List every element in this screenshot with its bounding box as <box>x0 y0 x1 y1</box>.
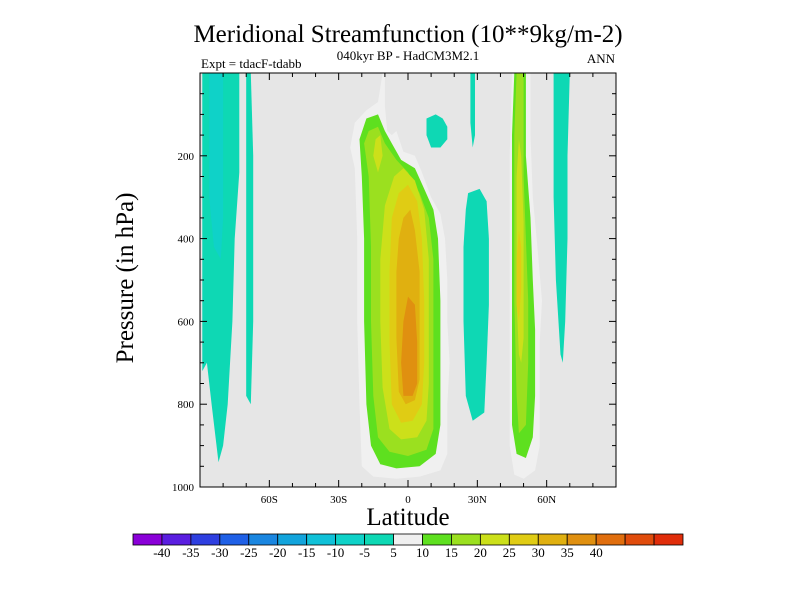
colorbar-swatch <box>219 533 250 546</box>
colorbar-swatch <box>335 533 365 546</box>
colorbar-swatch <box>422 533 452 546</box>
colorbar-swatch <box>566 533 597 546</box>
contour-region-nh-high-lat-neg <box>553 73 570 363</box>
colorbar-swatch <box>132 533 163 546</box>
contour-region-small-blob-upper <box>426 114 448 148</box>
colorbar-swatch <box>364 533 394 546</box>
contour-region-tropical-cell-35 <box>401 296 418 396</box>
x-tick-label: 0 <box>405 494 411 506</box>
colorbar-label: 40 <box>590 545 603 560</box>
x-tick-label: 30N <box>468 494 487 506</box>
colorbar-label: -10 <box>327 545 344 560</box>
colorbar-label: 35 <box>561 545 574 560</box>
colorbar-label: -5 <box>359 545 370 560</box>
colorbar-swatch <box>451 533 481 546</box>
chart-title: Meridional Streamfunction (10**9kg/m-2) <box>193 21 622 48</box>
contour-region-sh-high-lat-cell-core <box>209 73 224 260</box>
colorbar-swatch <box>479 533 510 546</box>
colorbar-label: 5 <box>390 545 397 560</box>
x-tick-label: 30S <box>330 494 347 506</box>
colorbar-swatch <box>508 533 539 546</box>
colorbar-label: -15 <box>298 545 315 560</box>
colorbar-swatch <box>595 533 626 546</box>
plot-area: 60S 30S 0 30N 60N 200 400 600 800 1000 <box>172 72 617 506</box>
colorbar-swatch <box>161 533 192 546</box>
x-axis-label: Latitude <box>366 504 449 531</box>
colorbar-label: -40 <box>153 545 170 560</box>
chart-subtitle: 040kyr BP - HadCM3M2.1 <box>337 48 480 63</box>
experiment-label: Expt = tdacF-tdabb <box>201 56 301 71</box>
colorbar-label: -25 <box>240 545 257 560</box>
colorbar: -40 -35 -30 -25 -20 -15 -10 -5 5 10 15 20 25 30 35 40 <box>132 533 684 560</box>
colorbar-swatch <box>248 533 279 546</box>
y-axis-label: Pressure (in hPa) <box>112 193 139 364</box>
colorbar-swatch <box>277 533 308 546</box>
colorbar-label: 20 <box>474 545 487 560</box>
colorbar-label: 10 <box>416 545 429 560</box>
y-tick-label: 200 <box>178 151 195 163</box>
colorbar-label: -30 <box>211 545 228 560</box>
y-tick-label: 600 <box>178 316 195 328</box>
x-tick-label: 60S <box>261 494 278 506</box>
x-tick-label: 60N <box>537 494 556 506</box>
y-tick-label: 1000 <box>172 482 195 494</box>
colorbar-swatch <box>537 533 568 546</box>
colorbar-swatch <box>624 533 655 546</box>
contour-region-nh-mid-cell-25 <box>516 230 522 322</box>
colorbar-swatch <box>653 533 684 546</box>
colorbar-label: -35 <box>182 545 199 560</box>
colorbar-label: 30 <box>532 545 545 560</box>
colorbar-label: 25 <box>503 545 516 560</box>
colorbar-swatch <box>393 533 423 546</box>
contour-region-nh-narrow-neg <box>470 73 475 148</box>
season-label: ANN <box>587 51 616 66</box>
colorbar-label: -20 <box>269 545 286 560</box>
contour-region-sh-narrow-band <box>246 73 254 405</box>
contour-region-nh-subtropical-neg <box>463 188 489 421</box>
y-tick-label: 800 <box>178 399 195 411</box>
colorbar-swatch <box>306 533 337 546</box>
y-tick-label: 400 <box>178 234 195 246</box>
contour-region-tropical-cell-20 <box>373 135 383 173</box>
colorbar-swatch <box>190 533 221 546</box>
colorbar-label: 15 <box>445 545 458 560</box>
